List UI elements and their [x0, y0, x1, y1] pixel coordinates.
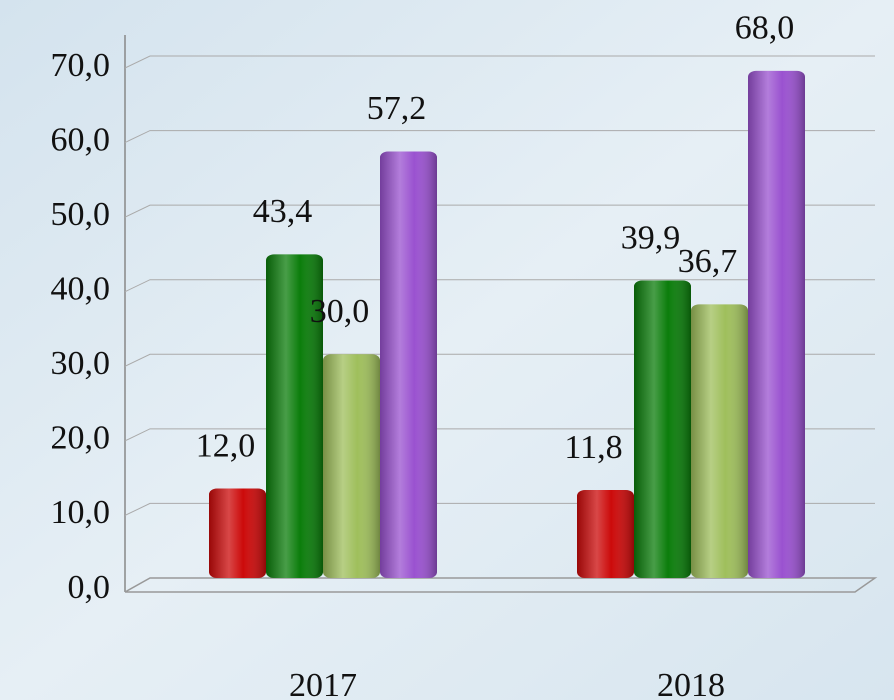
y-tick-label: 20,0 [51, 420, 111, 457]
value-label: 39,9 [621, 219, 681, 256]
bar-shade [577, 490, 634, 578]
y-tick-label: 40,0 [51, 271, 111, 308]
floor [124, 577, 878, 593]
value-label: 57,2 [367, 90, 427, 127]
grid-line [124, 204, 875, 218]
value-label: 43,4 [253, 193, 313, 230]
bar-shade [748, 70, 805, 579]
y-tick-label: 60,0 [51, 121, 111, 158]
bar-shade [209, 488, 266, 578]
grid-line [124, 428, 875, 442]
bar-shade [380, 151, 437, 579]
value-label: 36,7 [678, 243, 738, 280]
grid-line [124, 130, 875, 144]
y-tick-label: 0,0 [68, 569, 111, 606]
value-label: 12,0 [196, 427, 256, 464]
x-tick-label: 2017 [289, 667, 357, 700]
y-tick-label: 30,0 [51, 345, 111, 382]
grid-line [124, 279, 875, 293]
x-tick-label: 2018 [657, 667, 725, 700]
y-tick-label: 70,0 [51, 47, 111, 84]
bar-shade [266, 254, 323, 579]
grid-line [124, 353, 875, 367]
bar-shade [634, 280, 691, 578]
bar-shade [323, 354, 380, 578]
value-label: 30,0 [310, 293, 370, 330]
bar-shade [691, 304, 748, 578]
y-tick-label: 10,0 [51, 494, 111, 531]
value-label: 68,0 [735, 10, 795, 47]
value-label: 11,8 [564, 429, 622, 466]
grid-line [124, 55, 875, 69]
y-tick-label: 50,0 [51, 196, 111, 233]
